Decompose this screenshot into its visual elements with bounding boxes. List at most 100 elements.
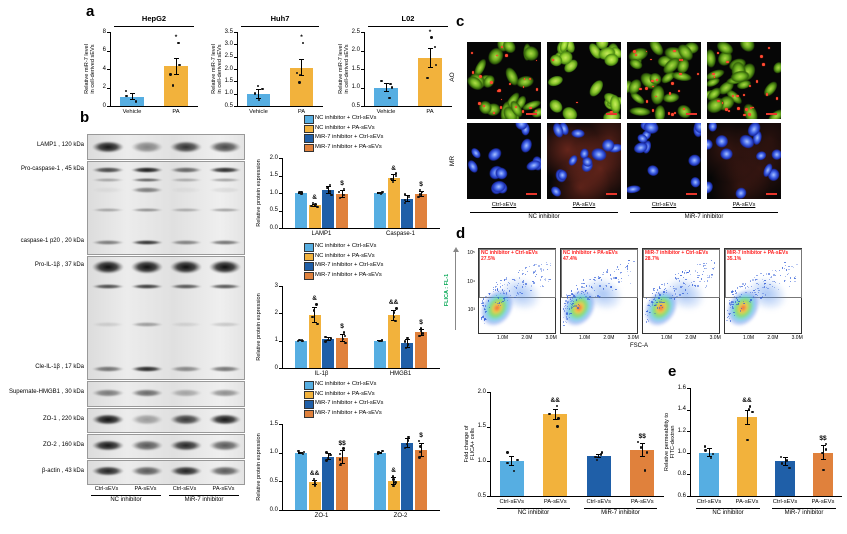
flow-x-tick-label: 3.0M: [627, 335, 639, 341]
lysosome-dot: [743, 94, 745, 96]
error-cap: [391, 477, 397, 479]
data-point: [404, 346, 408, 350]
flow-dot: [755, 294, 757, 296]
flow-dot: [706, 285, 708, 287]
flow-dot: [676, 295, 678, 297]
y-tick: [279, 193, 282, 194]
flow-dot: [689, 285, 691, 287]
data-point: [420, 191, 424, 194]
flow-dot: [625, 265, 628, 268]
flow-dot: [533, 282, 535, 284]
flow-dot: [573, 295, 575, 297]
flow-dot: [605, 285, 608, 287]
x-tick-label: Ctrl-sEVs: [696, 499, 722, 505]
flow-dot: [506, 299, 509, 302]
scale-bar: [766, 113, 777, 115]
data-point: [556, 425, 559, 428]
data-point: [325, 451, 328, 454]
flow-dot: [648, 305, 650, 307]
flow-dot: [577, 292, 579, 294]
flow-dot: [540, 268, 542, 270]
flow-dot: [588, 297, 591, 299]
flow-dot: [734, 290, 737, 292]
flow-dot: [700, 278, 702, 280]
flow-dot: [651, 292, 654, 294]
flow-dot: [626, 265, 628, 267]
y-axis: [282, 286, 284, 368]
flow-dot: [657, 289, 659, 291]
sig-annotation: *: [174, 34, 178, 42]
flow-dot: [602, 273, 604, 276]
flow-dot: [768, 273, 770, 275]
nucleus: [685, 151, 701, 168]
data-point: [747, 408, 751, 411]
error-cap: [404, 446, 410, 448]
flow-dot: [654, 312, 656, 315]
flow-x-tick-label: 3.0M: [545, 335, 557, 341]
flow-dot: [711, 275, 713, 277]
flow-dot: [617, 266, 619, 268]
blot-band: [130, 283, 163, 289]
flow-dot: [778, 282, 781, 285]
flow-dot: [770, 276, 773, 278]
flow-dot: [599, 295, 602, 297]
y-tick-label: 0.8: [677, 470, 686, 477]
error-cap: [744, 409, 750, 411]
flow-dot: [752, 279, 754, 281]
flow-dot: [583, 293, 585, 295]
data-point: [380, 338, 384, 342]
bar: [322, 456, 335, 510]
micrograph-green-bright: [547, 42, 621, 119]
data-point: [599, 453, 603, 456]
flow-dot: [731, 308, 734, 310]
flow-dot: [648, 320, 650, 323]
cell: [670, 69, 694, 83]
blot-label: Supernate-HMGB1 , 30 kDa: [8, 389, 84, 395]
flow-dot: [528, 265, 530, 267]
flow-dot: [570, 300, 572, 303]
flow-dot: [526, 270, 528, 273]
flow-dot: [581, 291, 583, 293]
error-cap: [312, 206, 318, 207]
flow-dot: [517, 293, 520, 295]
error-bar: [598, 453, 600, 458]
flow-dot: [728, 317, 731, 320]
error-cap: [782, 464, 788, 466]
data-point: [297, 450, 300, 453]
flow-dot: [484, 318, 486, 320]
data-point: [430, 36, 433, 39]
x-tick-label: PA: [172, 109, 180, 115]
flow-gate-label: MiR-7 inhibitor + PA-sEVs 35.1%: [727, 250, 789, 262]
x-tick-label: PA-sEVs: [735, 499, 759, 505]
y-axis-label: Relative permeability to FITC-dextran: [664, 412, 676, 472]
blot-band: [130, 413, 163, 425]
flow-dot: [660, 299, 663, 301]
flow-dot: [611, 289, 614, 291]
flow-dot: [748, 300, 751, 302]
error-cap: [256, 88, 261, 90]
flow-dot: [613, 270, 615, 273]
lysosome-dot: [493, 112, 496, 115]
flow-dot: [761, 296, 763, 298]
lysosome-dot: [711, 72, 715, 76]
flow-dot: [744, 283, 746, 285]
flow-dot: [736, 303, 738, 305]
bar: [335, 337, 349, 368]
error-bar: [420, 442, 422, 457]
flow-dot: [506, 292, 508, 295]
flow-dot: [673, 298, 675, 300]
flow-dot: [533, 271, 535, 274]
data-point: [314, 203, 317, 206]
x-tick-label: LAMP1: [311, 231, 332, 237]
lysosome-dot: [775, 97, 779, 100]
sig-annotation: $$: [638, 432, 646, 440]
flow-dot: [548, 278, 550, 280]
flow-dot: [503, 297, 505, 300]
flow-dot: [549, 279, 551, 281]
data-point: [380, 79, 383, 83]
flow-dot: [505, 278, 507, 281]
flow-dot: [730, 313, 732, 315]
flow-dot: [671, 294, 673, 296]
flow-dot: [497, 289, 499, 291]
error-bar: [385, 83, 387, 92]
